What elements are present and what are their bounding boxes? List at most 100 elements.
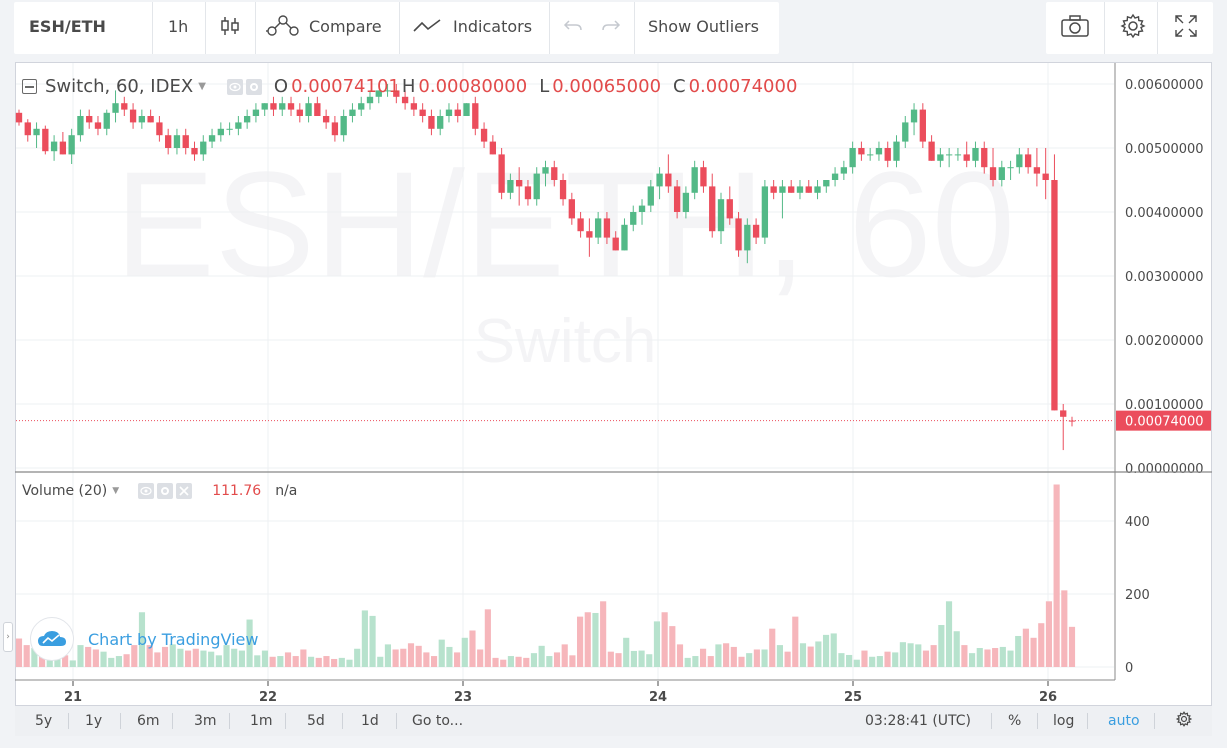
volume-bar — [523, 657, 530, 667]
candle-body — [86, 116, 93, 123]
volume-bar — [553, 652, 561, 667]
volume-tick-label: 400 — [1125, 515, 1150, 530]
volume-bar — [676, 644, 684, 667]
range-button-1d[interactable]: 1d — [361, 713, 379, 729]
settings-button[interactable] — [1120, 0, 1146, 52]
fullscreen-button[interactable] — [1174, 0, 1198, 52]
volume-bar — [899, 642, 906, 667]
candle-body — [94, 122, 102, 129]
candle-body — [243, 116, 251, 123]
price-tick-label: 0.00400000 — [1125, 206, 1204, 221]
scale-settings-button[interactable] — [1175, 706, 1193, 736]
candle-body — [252, 109, 260, 116]
volume-bar — [1022, 628, 1029, 667]
undo-button[interactable] — [563, 0, 583, 52]
range-button-1y[interactable]: 1y — [85, 713, 103, 729]
candle-body — [305, 103, 312, 116]
chart-style-button[interactable] — [219, 0, 241, 52]
volume-bar — [530, 653, 538, 667]
auto-label: auto — [1108, 713, 1140, 729]
volume-bar — [300, 649, 307, 667]
candle-body — [533, 173, 540, 200]
volume-bar — [992, 648, 999, 667]
interval-button[interactable]: 1h — [168, 0, 188, 52]
auto-toggle[interactable]: auto — [1108, 706, 1140, 736]
candle-body — [287, 103, 295, 110]
symbol-button[interactable]: ESH/ETH — [29, 0, 106, 52]
volume-bar — [146, 645, 153, 667]
volume-bar — [600, 601, 607, 667]
goto-button[interactable]: Go to... — [412, 706, 463, 736]
indicators-button[interactable]: Indicators — [413, 0, 532, 52]
volume-bar — [123, 654, 130, 667]
time-tick-label: 23 — [454, 690, 472, 705]
collapse-icon[interactable] — [22, 79, 37, 94]
log-toggle[interactable]: log — [1053, 706, 1074, 736]
candle-body — [165, 135, 172, 148]
candle-body — [1051, 180, 1058, 411]
volume-bar — [753, 649, 760, 667]
redo-button[interactable] — [601, 0, 621, 52]
candle-body — [1024, 154, 1032, 168]
volume-bar — [215, 655, 222, 667]
volume-bar — [784, 651, 791, 667]
volume-bar — [984, 649, 991, 667]
volume-bar — [876, 656, 883, 667]
show-outliers-button[interactable]: Show Outliers — [648, 0, 759, 52]
volume-bar — [884, 651, 891, 667]
volume-bar — [384, 644, 392, 667]
close-icon[interactable] — [176, 483, 193, 499]
candle-body — [647, 186, 654, 206]
volume-bar — [1053, 484, 1060, 667]
candle-body — [621, 224, 628, 251]
candle-body — [902, 122, 909, 142]
redo-icon — [601, 18, 621, 34]
volume-bar — [776, 645, 784, 667]
dropdown-icon[interactable]: ▼ — [112, 486, 120, 496]
gear-icon[interactable] — [245, 78, 262, 95]
candle-body — [454, 109, 461, 116]
eye-icon[interactable] — [226, 78, 243, 95]
range-button-1m[interactable]: 1m — [250, 713, 273, 729]
volume-bar — [438, 639, 445, 667]
screenshot-button[interactable] — [1061, 0, 1089, 52]
volume-bar — [354, 648, 361, 667]
side-panel-handle[interactable]: › — [3, 622, 13, 652]
volume-bar — [446, 646, 453, 667]
volume-bar — [892, 652, 899, 667]
candle-body — [726, 199, 733, 219]
volume-bar — [953, 631, 960, 667]
candle-body — [279, 103, 286, 110]
volume-bar — [461, 637, 468, 667]
main-legend: Switch, 60, IDEX ▼ O 0.00074101 H 0.0008… — [22, 76, 797, 97]
tradingview-credit-link[interactable]: Chart by TradingView — [30, 617, 258, 661]
bottom-divider — [229, 713, 230, 729]
camera-icon — [1061, 15, 1089, 37]
candle-body — [226, 128, 233, 130]
price-tick-label: 0.00500000 — [1125, 142, 1204, 157]
volume-bar — [223, 645, 230, 667]
compare-button[interactable]: Compare — [266, 0, 382, 52]
candle-body — [823, 180, 830, 187]
gear-icon — [1175, 711, 1193, 731]
range-button-3m[interactable]: 3m — [194, 713, 217, 729]
candle-body — [586, 231, 593, 238]
volume-bar — [161, 646, 169, 667]
range-button-6m[interactable]: 6m — [137, 713, 160, 729]
dropdown-icon[interactable]: ▼ — [198, 81, 206, 92]
percent-toggle[interactable]: % — [1008, 706, 1021, 736]
high-value: 0.00080000 — [418, 76, 528, 97]
gear-icon[interactable] — [157, 483, 174, 499]
eye-icon[interactable] — [138, 483, 155, 499]
range-button-5y[interactable]: 5y — [35, 713, 53, 729]
volume-bar — [200, 650, 207, 667]
candle-body — [489, 141, 497, 155]
volume-bar — [661, 612, 668, 667]
candle-body — [24, 122, 31, 136]
range-button-5d[interactable]: 5d — [307, 713, 325, 729]
series-name: Switch, 60, IDEX — [45, 76, 194, 97]
volume-bar — [807, 646, 814, 667]
volume-bar — [1015, 635, 1022, 667]
volume-bar — [115, 656, 122, 667]
